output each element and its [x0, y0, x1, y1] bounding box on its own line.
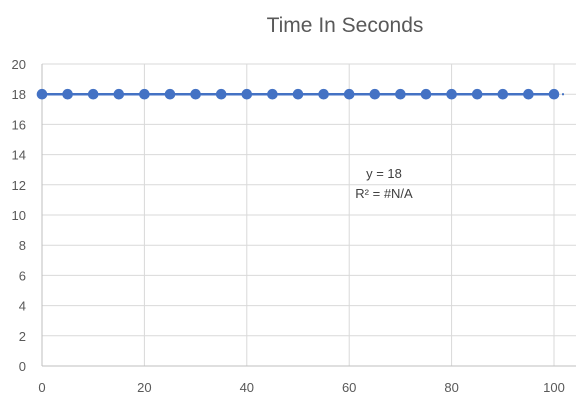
- y-tick-label: 0: [19, 359, 26, 374]
- y-tick-label: 16: [12, 117, 26, 132]
- data-point: [343, 88, 355, 100]
- data-point: [164, 88, 176, 100]
- data-point: [471, 88, 483, 100]
- data-point: [523, 88, 534, 100]
- x-tick-labels: 0 20 40 60 80 100: [38, 380, 564, 395]
- data-point: [36, 88, 48, 100]
- data-point: [215, 88, 227, 100]
- data-point: [87, 88, 99, 100]
- data-point: [62, 88, 73, 100]
- x-tick-label: 100: [543, 380, 565, 395]
- data-point: [267, 88, 278, 100]
- data-point: [241, 88, 253, 100]
- x-tick-label: 60: [342, 380, 356, 395]
- data-point: [497, 88, 509, 100]
- y-tick-label: 18: [12, 87, 26, 102]
- trendline-equation: y = 18: [366, 166, 402, 181]
- data-point: [190, 88, 201, 100]
- x-tick-label: 80: [444, 380, 458, 395]
- data-point: [292, 88, 304, 100]
- y-tick-label: 4: [19, 299, 26, 314]
- data-point: [446, 88, 457, 100]
- data-point: [395, 88, 406, 100]
- x-tick-label: 20: [137, 380, 151, 395]
- axes: [41, 64, 576, 367]
- data-point: [318, 88, 329, 100]
- y-tick-label: 12: [12, 178, 26, 193]
- x-tick-label: 0: [38, 380, 45, 395]
- trendline-r-squared: R² = #N/A: [355, 186, 413, 201]
- y-tick-label: 20: [12, 57, 26, 72]
- y-tick-label: 2: [19, 329, 26, 344]
- data-point: [548, 88, 560, 100]
- y-tick-label: 14: [12, 148, 26, 163]
- y-tick-labels: 0 2 4 6 8 10 12 14 16 18 20: [12, 57, 26, 374]
- gridlines: [42, 63, 576, 366]
- data-point: [113, 88, 125, 100]
- data-point: [420, 88, 432, 100]
- y-tick-label: 8: [19, 238, 26, 253]
- y-tick-label: 10: [12, 208, 26, 223]
- data-points: [36, 88, 560, 100]
- chart-title: Time In Seconds: [267, 14, 424, 37]
- data-point: [369, 88, 381, 100]
- x-tick-label: 40: [240, 380, 254, 395]
- data-point: [139, 88, 150, 100]
- y-tick-label: 6: [19, 268, 26, 283]
